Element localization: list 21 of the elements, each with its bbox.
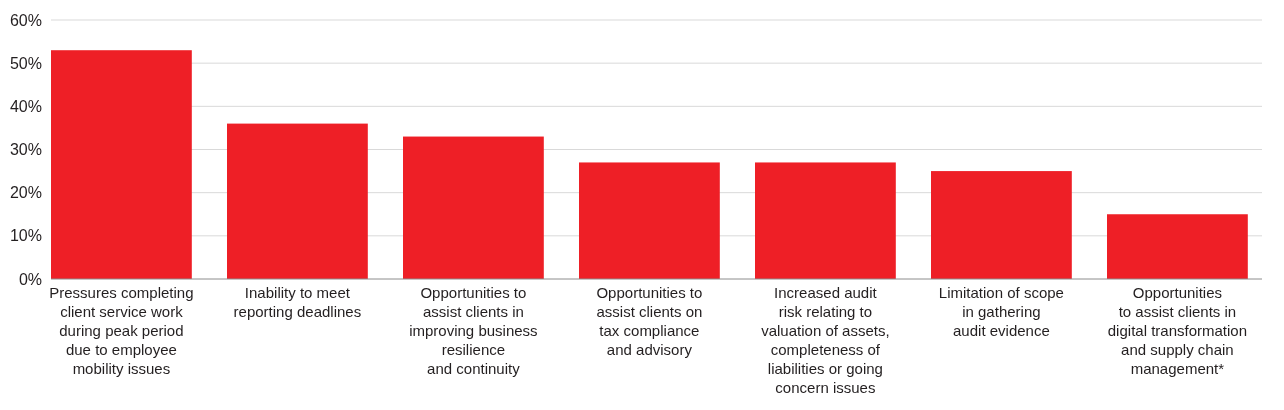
y-tick-label: 50% <box>9 54 42 72</box>
x-tick-label: Opportunities to assist clients in digital transformation and supply chain management* <box>1107 284 1248 377</box>
bar <box>51 50 192 279</box>
x-tick-label: Opportunities to assist clients in improving business resilience and continuity <box>409 284 538 377</box>
bar <box>931 171 1072 279</box>
y-tick-label: 20% <box>9 184 42 202</box>
y-tick-label: 10% <box>9 227 42 245</box>
y-tick-label: 0% <box>18 270 42 288</box>
bar <box>755 162 896 279</box>
y-tick-label: 40% <box>9 97 42 115</box>
x-tick-label: Limitation of scope in gathering audit evidence <box>938 284 1064 339</box>
y-tick-label: 30% <box>9 141 42 159</box>
x-tick-label: Increased audit risk relating to valuation of assets, completeness of liabilities or going concern issues <box>761 284 890 396</box>
bar <box>403 136 544 279</box>
y-tick-label: 60% <box>9 11 42 29</box>
bar <box>1107 214 1248 279</box>
x-tick-label: Inability to meet reporting deadlines <box>233 284 362 320</box>
x-tick-label: Opportunities to assist clients on tax compliance and advisory <box>596 284 703 358</box>
x-tick-label: Pressures completing client service work during peak period due to employee mobility issues <box>49 284 194 377</box>
bar <box>227 123 368 279</box>
bar <box>579 162 720 279</box>
